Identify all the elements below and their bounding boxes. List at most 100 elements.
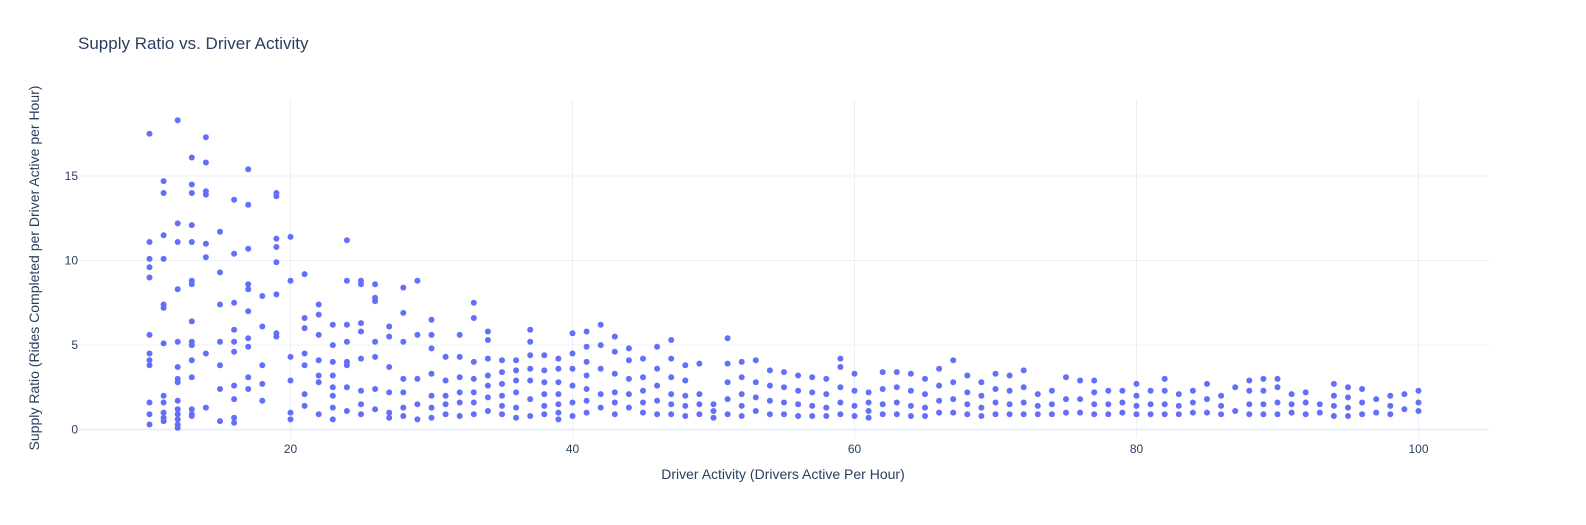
data-point[interactable]: [414, 331, 421, 338]
data-point[interactable]: [259, 323, 266, 330]
data-point[interactable]: [428, 370, 435, 377]
data-point[interactable]: [372, 338, 379, 345]
data-point[interactable]: [188, 190, 195, 196]
data-point[interactable]: [1359, 399, 1366, 406]
data-point[interactable]: [640, 355, 646, 362]
data-point[interactable]: [499, 402, 505, 409]
data-point[interactable]: [146, 362, 153, 369]
data-point[interactable]: [386, 414, 393, 421]
data-point[interactable]: [160, 190, 167, 196]
data-point[interactable]: [583, 328, 590, 335]
data-point[interactable]: [1218, 402, 1225, 409]
data-point[interactable]: [442, 353, 449, 360]
data-point[interactable]: [358, 328, 364, 335]
data-point[interactable]: [174, 364, 181, 370]
data-point[interactable]: [1048, 387, 1055, 394]
data-point[interactable]: [837, 364, 844, 370]
data-point[interactable]: [188, 281, 195, 288]
data-point[interactable]: [1330, 413, 1337, 419]
data-point[interactable]: [287, 409, 294, 416]
data-point[interactable]: [1218, 411, 1225, 418]
data-point[interactable]: [372, 353, 379, 360]
data-point[interactable]: [696, 401, 703, 408]
data-point[interactable]: [372, 386, 379, 392]
data-point[interactable]: [160, 255, 167, 262]
data-point[interactable]: [456, 399, 463, 406]
data-point[interactable]: [696, 391, 703, 398]
data-point[interactable]: [837, 411, 844, 418]
data-point[interactable]: [470, 299, 477, 306]
data-point[interactable]: [146, 331, 153, 338]
data-point[interactable]: [752, 408, 759, 414]
data-point[interactable]: [174, 406, 181, 413]
data-point[interactable]: [1034, 391, 1041, 398]
data-point[interactable]: [1048, 401, 1055, 408]
data-point[interactable]: [273, 193, 280, 200]
data-point[interactable]: [541, 352, 548, 359]
data-point[interactable]: [738, 413, 745, 419]
data-point[interactable]: [1161, 401, 1168, 408]
data-point[interactable]: [513, 367, 520, 374]
data-point[interactable]: [555, 391, 562, 398]
data-point[interactable]: [1274, 384, 1281, 391]
data-point[interactable]: [1345, 404, 1351, 411]
data-point[interactable]: [1006, 387, 1013, 394]
data-point[interactable]: [146, 130, 153, 137]
data-point[interactable]: [1020, 367, 1027, 374]
data-point[interactable]: [1316, 401, 1323, 408]
data-point[interactable]: [414, 401, 421, 408]
data-point[interactable]: [682, 402, 689, 409]
data-point[interactable]: [1288, 409, 1295, 416]
data-point[interactable]: [386, 323, 393, 330]
data-point[interactable]: [484, 394, 491, 401]
data-point[interactable]: [992, 386, 999, 392]
data-point[interactable]: [640, 409, 646, 416]
data-point[interactable]: [146, 357, 153, 364]
data-point[interactable]: [1274, 399, 1281, 406]
data-point[interactable]: [245, 343, 252, 350]
data-point[interactable]: [766, 397, 773, 404]
data-point[interactable]: [188, 406, 195, 413]
data-point[interactable]: [1330, 392, 1337, 399]
data-point[interactable]: [343, 362, 350, 369]
data-point[interactable]: [879, 369, 886, 376]
data-point[interactable]: [400, 375, 407, 382]
data-point[interactable]: [964, 389, 971, 396]
data-point[interactable]: [922, 413, 928, 419]
data-point[interactable]: [668, 374, 675, 381]
data-point[interactable]: [1302, 399, 1309, 406]
data-point[interactable]: [555, 365, 562, 372]
data-point[interactable]: [329, 372, 336, 379]
data-point[interactable]: [287, 377, 294, 384]
data-point[interactable]: [907, 370, 914, 377]
data-point[interactable]: [907, 413, 914, 419]
data-point[interactable]: [851, 402, 858, 409]
data-point[interactable]: [936, 409, 943, 416]
data-point[interactable]: [1288, 401, 1295, 408]
data-point[interactable]: [1077, 377, 1084, 384]
data-point[interactable]: [668, 355, 675, 362]
data-point[interactable]: [174, 239, 181, 245]
data-point[interactable]: [470, 315, 477, 321]
data-point[interactable]: [752, 357, 759, 364]
data-point[interactable]: [1232, 384, 1239, 391]
data-point[interactable]: [597, 365, 604, 372]
data-point[interactable]: [1105, 411, 1112, 418]
data-point[interactable]: [1048, 411, 1055, 418]
data-point[interactable]: [188, 413, 195, 419]
data-point[interactable]: [640, 387, 646, 394]
data-point[interactable]: [146, 274, 153, 281]
data-point[interactable]: [386, 364, 393, 370]
data-point[interactable]: [1020, 399, 1027, 406]
data-point[interactable]: [259, 380, 266, 387]
data-point[interactable]: [1232, 408, 1239, 414]
data-point[interactable]: [795, 413, 802, 419]
data-point[interactable]: [358, 411, 364, 418]
data-point[interactable]: [936, 382, 943, 389]
data-point[interactable]: [160, 178, 167, 185]
data-point[interactable]: [301, 391, 308, 398]
data-point[interactable]: [400, 309, 407, 316]
data-point[interactable]: [738, 402, 745, 409]
data-point[interactable]: [950, 357, 957, 364]
data-point[interactable]: [922, 404, 928, 411]
